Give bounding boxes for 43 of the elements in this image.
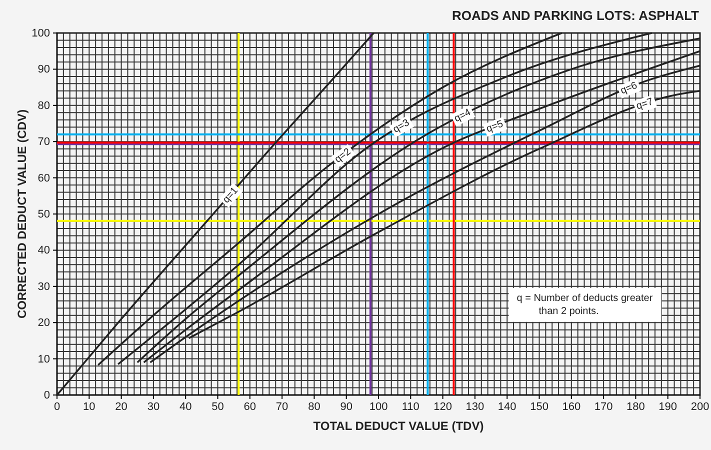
x-tick-label: 200 <box>690 400 710 413</box>
y-tick-label: 80 <box>38 100 50 112</box>
x-tick-label: 0 <box>54 400 60 413</box>
x-tick-label: 100 <box>369 400 388 413</box>
x-tick-label: 40 <box>179 400 192 413</box>
y-tick-label: 60 <box>38 172 50 184</box>
x-tick-label: 150 <box>530 400 548 413</box>
text: q=3 <box>391 117 412 136</box>
x-tick-label: 180 <box>626 400 645 413</box>
text: q=6 <box>619 80 640 97</box>
x-tick-label: 170 <box>594 400 613 413</box>
x-tick-label: 120 <box>434 400 452 413</box>
x-tick-label: 190 <box>658 400 678 413</box>
text: q=4 <box>452 106 474 125</box>
text: q=7 <box>634 96 655 112</box>
y-tick-label: 50 <box>38 208 50 221</box>
y-tick-label: 100 <box>32 28 50 40</box>
x-tick-label: 90 <box>340 400 352 413</box>
annotation: q = Number of deducts greater than 2 points. <box>516 292 654 317</box>
x-tick-label: 140 <box>498 400 516 413</box>
x-tick-label: 50 <box>212 400 224 413</box>
x-tick-label: 110 <box>402 400 420 413</box>
x-tick-label: 80 <box>308 400 320 413</box>
x-tick-label: 60 <box>244 400 256 413</box>
x-tick-label: 130 <box>466 400 484 413</box>
x-tick-label: 160 <box>562 400 581 413</box>
y-tick-label: 70 <box>38 136 50 148</box>
y-tick-label: 30 <box>38 280 50 293</box>
x-axis-title: TOTAL DEDUCT VALUE (TDV) <box>313 419 484 433</box>
y-tick-label: 20 <box>38 317 50 330</box>
chart-title: ROADS AND PARKING LOTS: ASPHALT <box>452 8 700 23</box>
y-tick-label: 90 <box>38 64 50 76</box>
y-tick-label: 40 <box>38 244 50 257</box>
y-tick-label: 10 <box>38 353 50 366</box>
text: q=1 <box>220 185 241 206</box>
x-tick-label: 10 <box>83 400 96 413</box>
x-tick-label: 70 <box>276 400 288 413</box>
y-tick-label: 0 <box>44 390 50 402</box>
y-axis-title: CORRECTED DEDUCT VALUE (CDV) <box>15 109 29 319</box>
x-tick-label: 20 <box>115 400 128 413</box>
x-tick-label: 30 <box>147 400 160 413</box>
text: q=2 <box>332 146 354 166</box>
text: q=5 <box>484 118 506 135</box>
